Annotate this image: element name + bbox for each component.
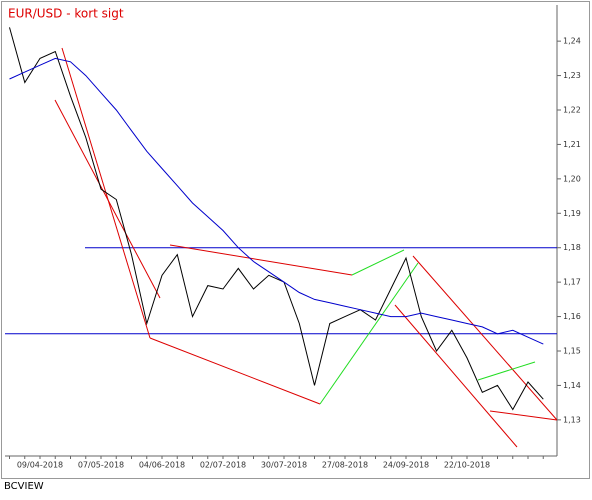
trend-line	[477, 361, 536, 381]
x-tick-label: 27/08-2018	[322, 461, 368, 470]
y-tick-label: 1,17	[563, 278, 581, 287]
source: BCVIEW	[4, 481, 44, 492]
series-line	[9, 57, 544, 345]
x-tick-label: 04/06-2018	[139, 461, 185, 470]
x-tick-label: 30/07-2018	[261, 461, 307, 470]
frame	[1, 1, 590, 479]
chart-title: EUR/USD - kort sigt	[8, 7, 124, 21]
x-tick-label: 24/09-2018	[383, 461, 429, 470]
y-tick-label: 1,14	[563, 381, 581, 390]
y-tick-label: 1,16	[563, 312, 581, 321]
y-tick-label: 1,23	[563, 71, 581, 80]
y-tick-label: 1,19	[563, 209, 581, 218]
x-tick-label: 09/04-2018	[17, 461, 63, 470]
series-line	[9, 27, 544, 411]
x-tick-label: 22/10-2018	[444, 461, 490, 470]
y-tick-label: 1,20	[563, 174, 581, 183]
y-tick-label: 1,18	[563, 243, 581, 252]
trend-line	[394, 304, 518, 448]
y-tick-label: 1,22	[563, 106, 581, 115]
x-tick-label: 07/05-2018	[78, 461, 124, 470]
trend-line	[351, 249, 405, 276]
trend-line	[149, 337, 321, 405]
trend-line	[169, 244, 353, 276]
x-tick-label: 02/07-2018	[200, 461, 246, 470]
trend-line	[319, 262, 419, 405]
y-tick-label: 1,15	[563, 346, 581, 355]
trend-line	[489, 410, 558, 421]
trend-line	[412, 255, 558, 421]
y-tick-label: 1,13	[563, 415, 581, 424]
y-tick-label: 1,24	[563, 37, 581, 46]
y-tick-label: 1,21	[563, 140, 581, 149]
trend-lines-green	[319, 249, 536, 405]
